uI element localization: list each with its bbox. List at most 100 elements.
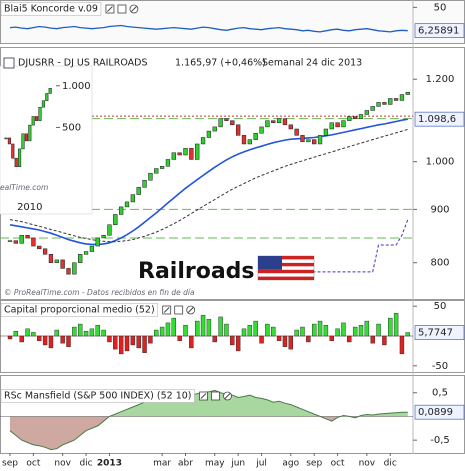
x-tick-label: 2013 — [97, 459, 122, 469]
bar — [323, 325, 329, 337]
candle — [48, 254, 54, 263]
panel-icon — [107, 6, 113, 12]
bar — [101, 329, 106, 337]
line — [9, 24, 408, 33]
y-tick-label: 1.200 — [426, 74, 455, 85]
bar — [358, 325, 364, 337]
inset-credit: ealTime.com — [0, 183, 48, 192]
candle — [7, 240, 13, 242]
bar — [31, 332, 36, 337]
candle — [101, 235, 106, 239]
panel-title: Capital proporcional medio (52) — [4, 305, 155, 316]
x-tick-label: abr — [178, 459, 193, 469]
candle — [271, 120, 276, 123]
x-tick-label: may — [205, 459, 225, 469]
bar — [183, 325, 188, 337]
candle — [72, 262, 77, 275]
bar — [364, 320, 370, 337]
bar — [60, 335, 65, 344]
candle — [353, 116, 358, 119]
y-tick-label: 900 — [430, 204, 449, 215]
bar — [282, 335, 288, 347]
candle — [306, 139, 311, 143]
last-value-label: 0,0899 — [418, 407, 453, 418]
candle — [171, 152, 176, 160]
bar — [159, 326, 165, 337]
bar — [312, 323, 317, 337]
x-tick-label: nov — [54, 459, 71, 469]
bar — [382, 335, 387, 346]
candle — [54, 259, 59, 263]
bar — [177, 335, 182, 341]
bar — [13, 331, 19, 337]
candle — [19, 235, 24, 244]
candle — [25, 235, 30, 239]
candle — [11, 143, 15, 159]
panel-icon — [117, 4, 127, 14]
candle — [230, 120, 235, 126]
bar — [235, 335, 241, 352]
candle — [24, 133, 28, 142]
inset-tick-label: 1.000 — [62, 81, 91, 92]
candle — [4, 137, 8, 140]
bar — [329, 335, 334, 341]
panel-title: Blai5 Koncorde v.09 — [4, 4, 98, 15]
flag — [257, 255, 315, 281]
x-tick-label: sep — [2, 459, 18, 469]
candle — [218, 118, 223, 128]
flag-stripe — [258, 256, 314, 260]
bar — [77, 323, 83, 337]
chart-title: DJUSRR - DJ US RAILROADS — [18, 58, 147, 69]
bar — [194, 320, 200, 337]
annotation: Railroads — [138, 259, 255, 284]
candle — [206, 130, 212, 138]
candle — [224, 118, 229, 121]
bar — [276, 335, 282, 341]
bar — [107, 335, 112, 343]
bar — [212, 335, 217, 343]
candle — [95, 237, 100, 247]
period: Semanal — [262, 58, 303, 69]
candle — [41, 100, 45, 108]
candle — [393, 98, 399, 101]
panel-icon — [200, 393, 207, 399]
candle — [31, 116, 35, 126]
y-tick-label: -0,5 — [430, 435, 450, 446]
x-tick-label: jul — [255, 459, 267, 469]
bar — [42, 335, 48, 346]
panel-icon — [224, 393, 231, 399]
candle — [370, 106, 375, 111]
candle — [347, 116, 352, 121]
bar — [171, 317, 177, 337]
candle — [177, 152, 182, 156]
bar — [142, 335, 147, 353]
bar — [72, 326, 77, 337]
y-tick-label: 800 — [430, 258, 449, 269]
candle — [312, 139, 317, 145]
candle — [382, 102, 387, 105]
symbol-icon — [3, 57, 15, 69]
flag-stripe — [258, 269, 314, 274]
candle — [18, 148, 22, 168]
title-box — [0, 303, 158, 317]
bar — [37, 335, 42, 341]
panel-icon — [131, 6, 137, 12]
bar — [253, 320, 258, 337]
bar — [271, 326, 276, 337]
last-value-box — [414, 111, 465, 127]
bar — [399, 335, 405, 355]
candle — [60, 259, 65, 269]
last-value-label: 6,25891 — [418, 26, 459, 37]
candle — [288, 124, 293, 130]
last-value-box — [414, 325, 465, 340]
moving-average — [302, 219, 409, 273]
bar — [200, 314, 206, 337]
candle — [38, 106, 42, 121]
candle — [317, 135, 323, 145]
candle — [323, 128, 329, 136]
candle — [124, 201, 130, 208]
candle — [148, 172, 153, 181]
flag-stripe — [258, 262, 314, 267]
price-text: 1.165,97 (+0,46%) — [175, 58, 266, 69]
candle — [37, 245, 42, 250]
